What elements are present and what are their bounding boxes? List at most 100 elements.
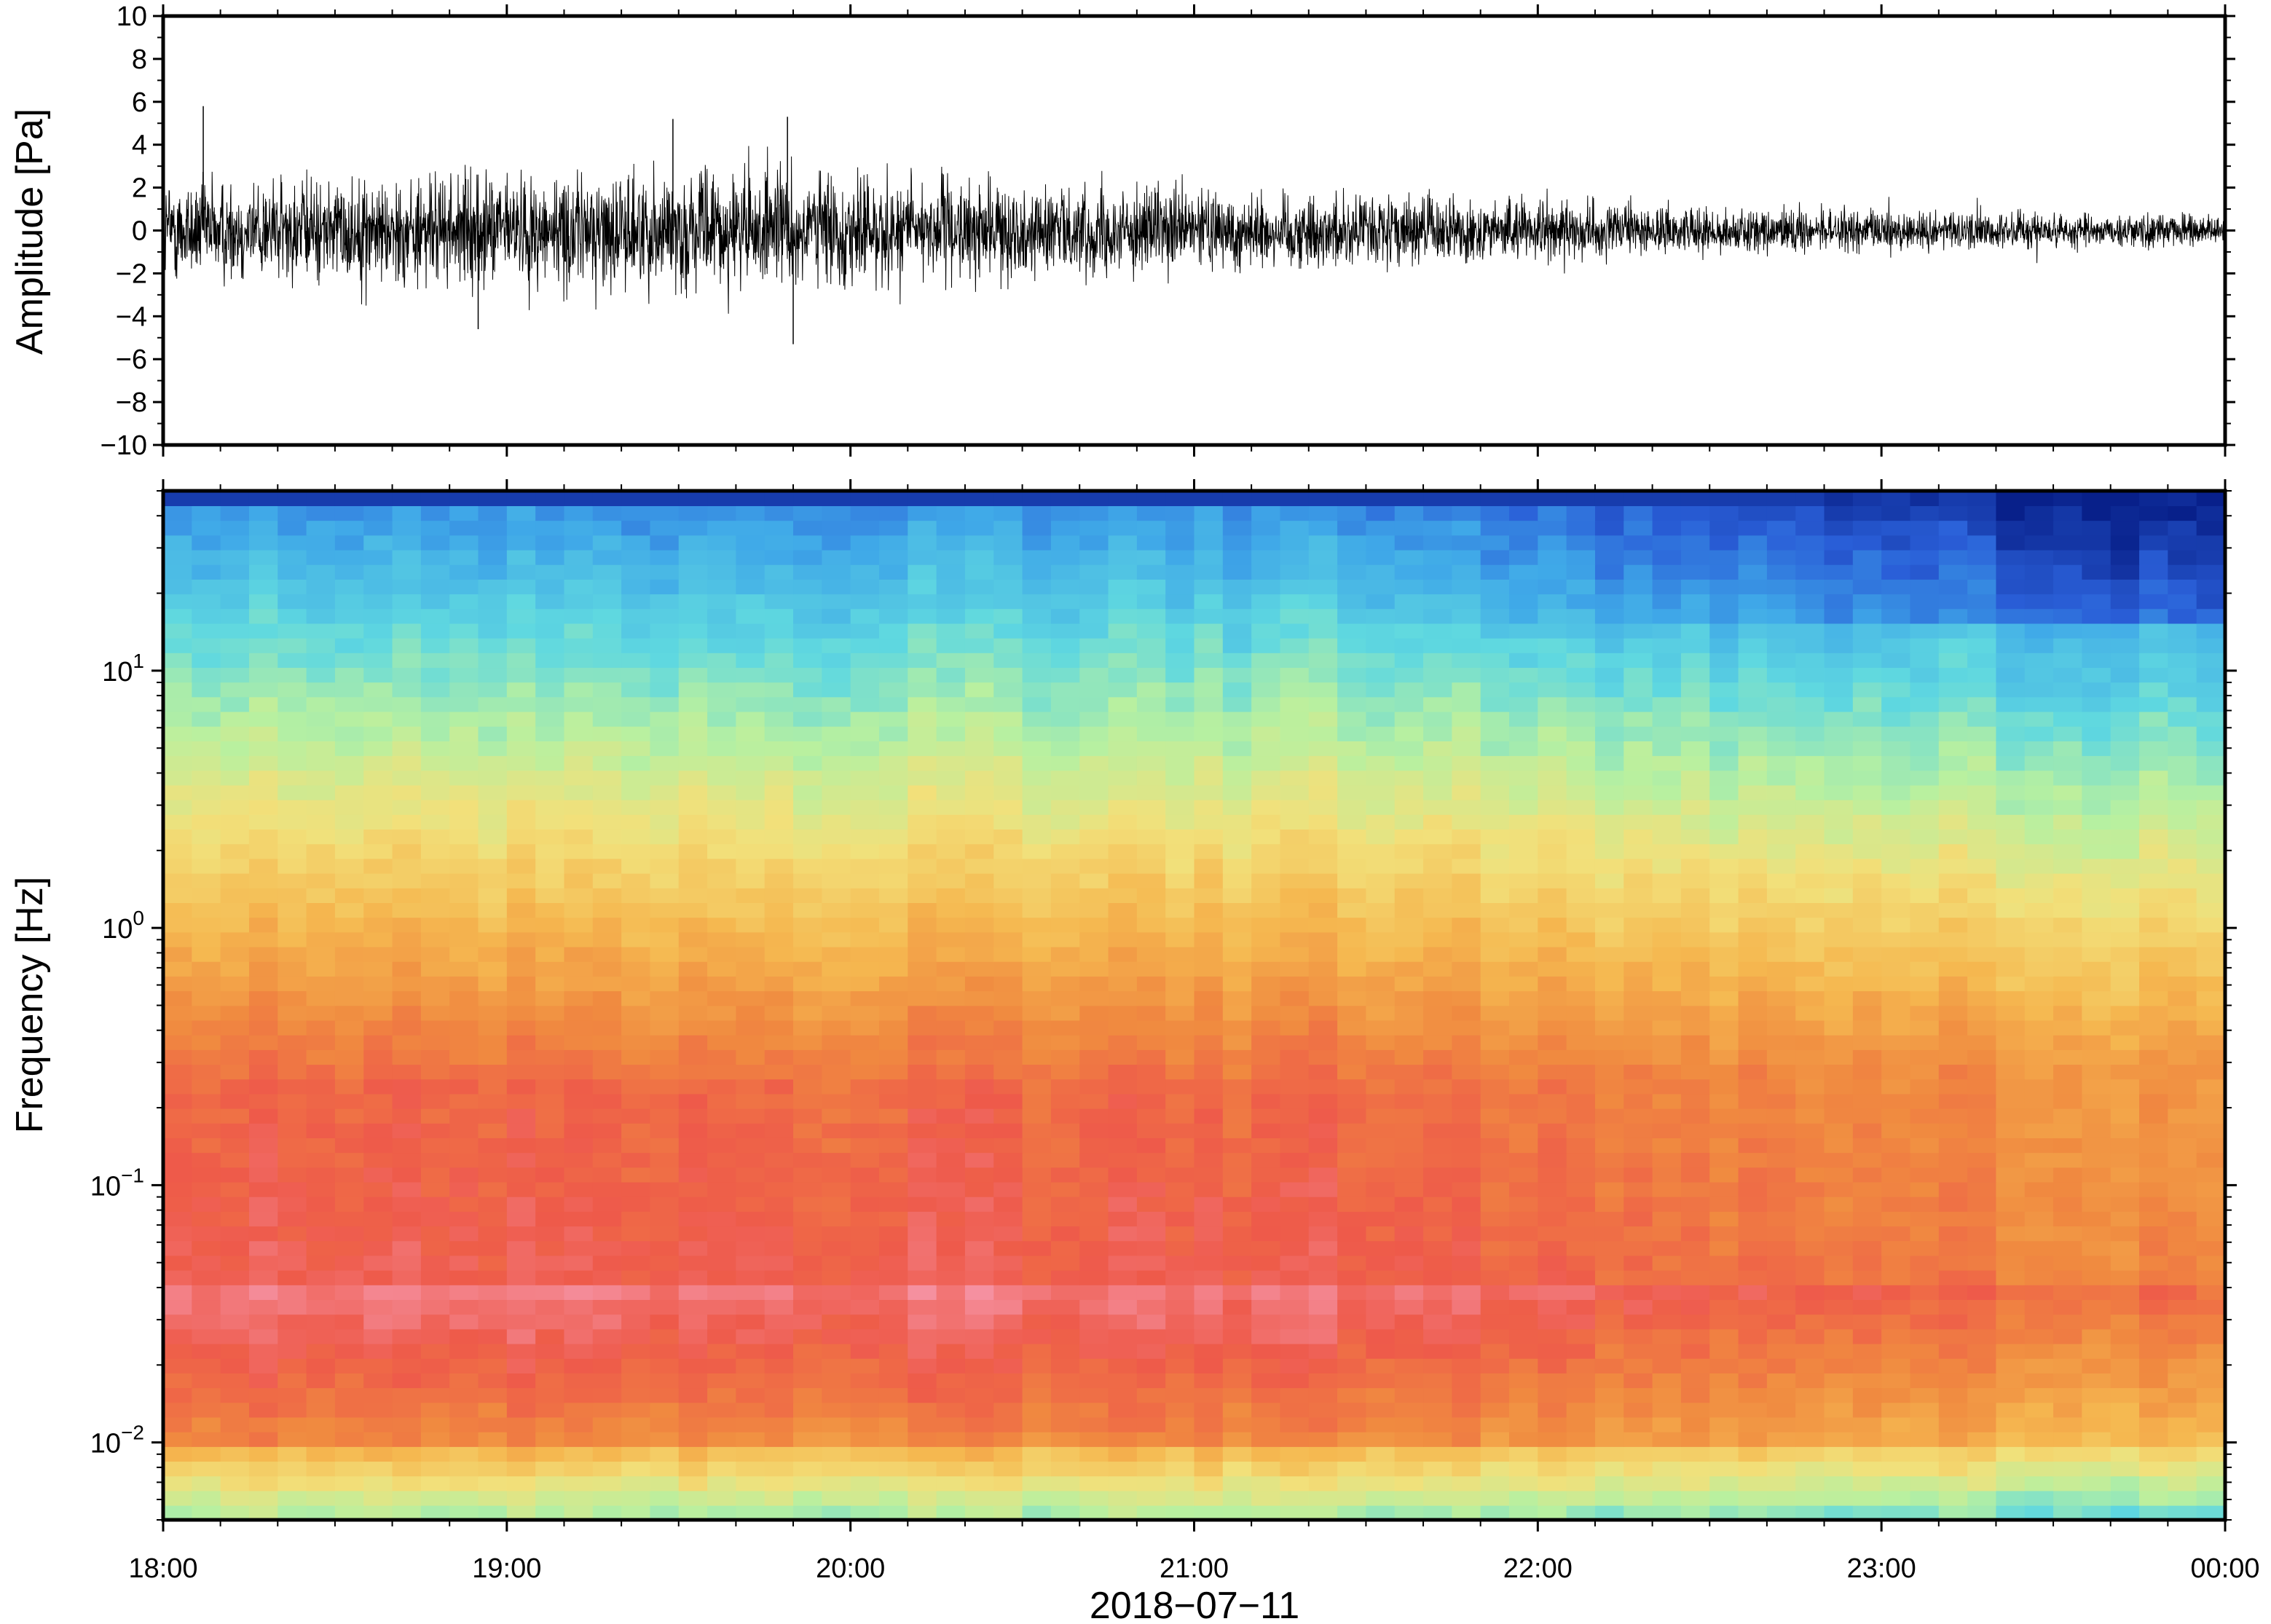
spectrogram-cell — [2139, 1416, 2169, 1432]
spectrogram-cell — [908, 594, 937, 610]
spectrogram-cell — [1165, 946, 1195, 962]
spectrogram-cell — [1824, 637, 1854, 653]
spectrogram-cell — [964, 1490, 995, 1506]
spectrogram-cell — [1938, 667, 1968, 683]
spectrogram-cell — [1251, 579, 1281, 595]
spectrogram-cell — [1222, 1285, 1252, 1301]
spectrogram-cell — [1423, 696, 1453, 712]
spectrogram-cell — [1652, 1181, 1682, 1197]
spectrogram-cell — [936, 1314, 966, 1330]
spectrogram-cell — [707, 902, 737, 918]
spectrogram-cell — [248, 931, 279, 947]
spectrogram-cell — [1538, 931, 1567, 947]
spectrogram-cell — [1967, 1343, 1997, 1359]
spectrogram-cell — [1194, 1269, 1224, 1285]
spectrogram-cell — [2139, 755, 2169, 771]
spectrogram-cell — [1480, 1387, 1510, 1403]
spectrogram-cell — [1680, 1122, 1711, 1138]
spectrogram-cell — [1022, 1402, 1052, 1418]
spectrogram-cell — [163, 1314, 193, 1330]
spectrogram-cell — [1623, 1064, 1653, 1080]
spectrogram-cell — [1766, 990, 1797, 1006]
spectrogram-cell — [1910, 1446, 1940, 1462]
spectrogram-cell — [1423, 1285, 1453, 1301]
spectrogram-cell — [1738, 549, 1768, 565]
spectrogram-cell — [1050, 1461, 1081, 1477]
spectrogram-cell — [1108, 1505, 1138, 1520]
spectrogram-cell — [1222, 1226, 1252, 1242]
spectrogram-cell — [1996, 799, 2026, 815]
spectrogram-cell — [793, 1167, 823, 1183]
spectrogram-cell — [248, 1402, 279, 1418]
spectrogram-cell — [1738, 564, 1768, 580]
spectrogram-cell — [707, 755, 737, 771]
spectrogram-cell — [1222, 1314, 1252, 1330]
spectrogram-cell — [278, 1285, 307, 1301]
spectrogram-cell — [850, 1357, 880, 1373]
spectrogram-cell — [2024, 1373, 2054, 1389]
spectrogram-cell — [1366, 1034, 1396, 1050]
spectrogram-cell — [850, 1475, 880, 1491]
spectrogram-cell — [736, 1373, 765, 1389]
spectrogram-cell — [822, 1122, 851, 1138]
spectrogram-cell — [1738, 1196, 1768, 1212]
spectrogram-cell — [1680, 1020, 1711, 1036]
spectrogram-cell — [964, 579, 995, 595]
spectrogram-cell — [1538, 755, 1567, 771]
spectrogram-cell — [1652, 1064, 1682, 1080]
spectrogram-cell — [650, 608, 680, 624]
spectrogram-cell — [1194, 961, 1224, 977]
spectrogram-cell — [334, 1373, 365, 1389]
spectrogram-cell — [1136, 1122, 1166, 1138]
spectrogram-cell — [936, 1285, 966, 1301]
spectrogram-cell — [793, 1299, 823, 1315]
spectrogram-cell — [1165, 858, 1195, 874]
spectrogram-cell — [1680, 1505, 1711, 1520]
spectrogram-cell — [420, 1181, 450, 1197]
spectrogram-cell — [736, 1343, 765, 1359]
spectrogram-cell — [707, 858, 737, 874]
spectrogram-cell — [1538, 1490, 1567, 1506]
spectrogram-cell — [1766, 829, 1797, 845]
spectrogram-cell — [1509, 872, 1539, 888]
spectrogram-cell — [936, 946, 966, 962]
spectrogram-cell — [506, 755, 536, 771]
spectrogram-cell — [1623, 1461, 1653, 1477]
y-tick-label: 4 — [132, 130, 147, 161]
spectrogram-cell — [2024, 1446, 2054, 1462]
spectrogram-cell — [793, 1416, 823, 1432]
spectrogram-cell — [1566, 961, 1596, 977]
spectrogram-cell — [2110, 990, 2140, 1006]
spectrogram-cell — [2110, 623, 2140, 639]
spectrogram-cell — [535, 1122, 565, 1138]
spectrogram-cell — [993, 1343, 1023, 1359]
spectrogram-cell — [1566, 784, 1596, 800]
spectrogram-cell — [1366, 1446, 1396, 1462]
spectrogram-cell — [1824, 1064, 1854, 1080]
spectrogram-cell — [878, 1093, 909, 1109]
spectrogram-cell — [1852, 1049, 1882, 1065]
spectrogram-cell — [936, 653, 966, 669]
spectrogram-cell — [1594, 1079, 1625, 1095]
spectrogram-cell — [707, 1255, 737, 1271]
spectrogram-cell — [707, 1064, 737, 1080]
spectrogram-cell — [506, 1005, 536, 1021]
spectrogram-cell — [1366, 1285, 1396, 1301]
spectrogram-cell — [736, 520, 765, 536]
spectrogram-cell — [1222, 1416, 1252, 1432]
spectrogram-cell — [420, 843, 450, 859]
spectrogram-cell — [478, 1020, 508, 1036]
spectrogram-cell — [1194, 653, 1224, 669]
spectrogram-cell — [564, 1122, 594, 1138]
spectrogram-cell — [392, 1122, 422, 1138]
spectrogram-cell — [908, 1255, 937, 1271]
spectrogram-cell — [1280, 1093, 1310, 1109]
spectrogram-cell — [1938, 1402, 1968, 1418]
spectrogram-cell — [2139, 1108, 2169, 1124]
spectrogram-cell — [1709, 594, 1739, 610]
spectrogram-cell — [908, 682, 937, 698]
spectrogram-cell — [535, 549, 565, 565]
spectrogram-cell — [592, 1122, 622, 1138]
spectrogram-cell — [1680, 1431, 1711, 1447]
spectrogram-cell — [1108, 1049, 1138, 1065]
